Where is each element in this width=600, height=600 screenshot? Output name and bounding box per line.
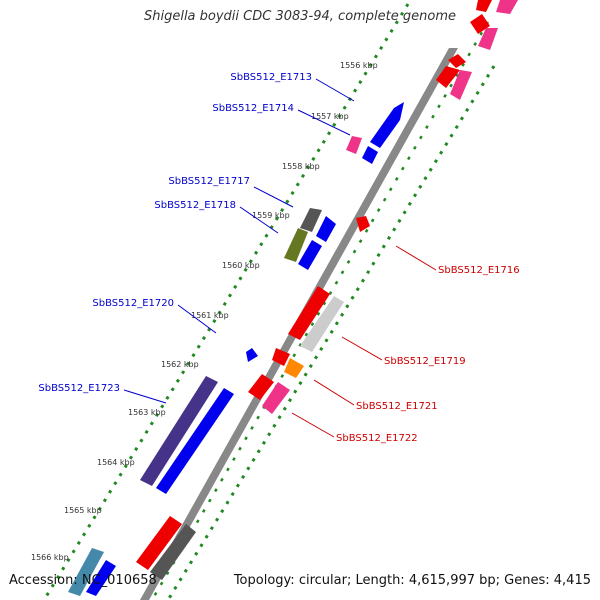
gene-feature-e1721[interactable] — [284, 358, 304, 378]
gene-feature-top-red-4[interactable] — [436, 66, 460, 88]
gene-feature-e1714[interactable] — [346, 136, 362, 154]
gene-feature-e1716[interactable] — [356, 216, 370, 232]
gene-feature-top-red-3[interactable] — [448, 54, 466, 68]
gene-feature-top-red-1[interactable] — [476, 0, 492, 12]
gene-label-e1714[interactable]: SbBS512_E1714 — [212, 103, 294, 114]
gene-feature-red-small-1[interactable] — [272, 348, 290, 366]
gene-feature-e1719[interactable] — [288, 286, 330, 340]
gene-feature-top-red-2[interactable] — [470, 14, 490, 34]
genome-summary: Topology: circular; Length: 4,615,997 bp… — [233, 573, 591, 588]
ruler-label-1559: 1559 kbp — [252, 211, 290, 220]
gene-feature-e1713[interactable] — [370, 102, 404, 148]
gene-feature-small-blue-3[interactable] — [298, 240, 322, 270]
length-value: 4,615,997 bp — [408, 573, 496, 588]
gene-feature-small-blue-2[interactable] — [316, 216, 336, 242]
genes-label: Genes: — [504, 573, 550, 588]
inner-right-tick-track — [166, 65, 496, 600]
ruler-label-1563: 1563 kbp — [128, 408, 166, 417]
ruler-label-1566: 1566 kbp — [31, 553, 69, 562]
gene-feature-red-small-2[interactable] — [248, 374, 274, 400]
gene-feature-top-pink-3[interactable] — [450, 70, 472, 100]
gene-feature-steel-1[interactable] — [68, 548, 104, 596]
gene-feature-e1718[interactable] — [284, 228, 308, 262]
accession-label: Accession: — [9, 573, 78, 588]
ruler-labels: 1556 kbp 1557 kbp 1558 kbp 1559 kbp 1560… — [31, 61, 378, 562]
gene-label-e1721[interactable]: SbBS512_E1721 — [356, 401, 438, 412]
gene-feature-red-bottom[interactable] — [136, 516, 182, 570]
gene-feature-e1720[interactable] — [246, 348, 258, 362]
outer-left-tick-track — [42, 3, 410, 600]
ruler-label-1556: 1556 kbp — [340, 61, 378, 70]
ruler-label-1560: 1560 kbp — [222, 261, 260, 270]
ruler-label-1561: 1561 kbp — [191, 311, 229, 320]
genes-value: 4,415 — [553, 573, 591, 588]
length-label: Length: — [355, 573, 405, 588]
gene-feature-top-pink-1[interactable] — [496, 0, 518, 14]
gene-label-e1717[interactable]: SbBS512_E1717 — [168, 176, 250, 187]
gene-label-e1722[interactable]: SbBS512_E1722 — [336, 433, 418, 444]
gene-label-e1718[interactable]: SbBS512_E1718 — [154, 200, 236, 211]
gene-feature-blue-long[interactable] — [156, 388, 234, 494]
genome-title: Shigella boydii CDC 3083-94, complete ge… — [143, 9, 457, 24]
gene-feature-e1717[interactable] — [300, 208, 322, 232]
gene-feature-blue-bottom[interactable] — [86, 560, 116, 596]
ruler-label-1564: 1564 kbp — [97, 458, 135, 467]
label-leader-lines — [123, 78, 437, 438]
gene-label-e1716[interactable]: SbBS512_E1716 — [438, 265, 520, 276]
ruler-label-1565: 1565 kbp — [64, 506, 102, 515]
gene-feature-grey-bottom[interactable] — [150, 524, 196, 580]
ruler-label-1557: 1557 kbp — [311, 112, 349, 121]
gene-labels: SbBS512_E1713 SbBS512_E1714 SbBS512_E171… — [38, 72, 519, 444]
topology-value: circular — [298, 573, 347, 588]
gene-feature-grey-1[interactable] — [300, 296, 344, 352]
gene-feature-small-blue-1[interactable] — [362, 146, 378, 164]
accession-info: Accession: NC_010658 — [9, 573, 157, 588]
gene-features — [68, 0, 518, 596]
ruler-label-1562: 1562 kbp — [161, 360, 199, 369]
gene-label-e1723[interactable]: SbBS512_E1723 — [38, 383, 120, 394]
gene-feature-top-pink-2[interactable] — [478, 28, 498, 50]
ruler-label-1558: 1558 kbp — [282, 162, 320, 171]
gene-label-e1720[interactable]: SbBS512_E1720 — [92, 298, 174, 309]
gene-label-e1719[interactable]: SbBS512_E1719 — [384, 356, 466, 367]
gene-label-e1713[interactable]: SbBS512_E1713 — [230, 72, 312, 83]
accession-value: NC_010658 — [81, 573, 157, 588]
gene-feature-e1722[interactable] — [262, 382, 290, 414]
gene-feature-e1723[interactable] — [140, 376, 218, 486]
topology-label: Topology: — [233, 573, 295, 588]
